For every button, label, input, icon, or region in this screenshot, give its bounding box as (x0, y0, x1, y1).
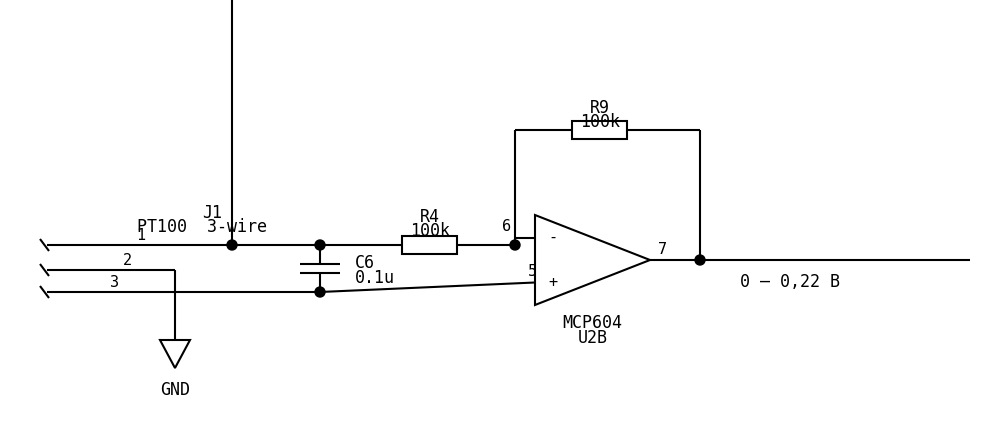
Circle shape (227, 240, 237, 250)
Circle shape (695, 255, 705, 265)
Circle shape (315, 240, 325, 250)
Text: PT100  3-wire: PT100 3-wire (137, 218, 267, 236)
Text: 0.1u: 0.1u (355, 269, 395, 286)
Text: U2B: U2B (578, 329, 608, 347)
Text: +: + (548, 275, 557, 290)
Text: 1: 1 (136, 227, 145, 242)
Text: 100k: 100k (580, 113, 620, 131)
Text: 0 – 0,22 В: 0 – 0,22 В (740, 273, 840, 291)
Text: R9: R9 (590, 99, 610, 117)
Text: -: - (548, 230, 557, 245)
Circle shape (315, 287, 325, 297)
Text: MCP604: MCP604 (563, 314, 623, 332)
Text: GND: GND (160, 381, 190, 399)
Text: 7: 7 (658, 242, 667, 257)
Text: 6: 6 (502, 219, 511, 234)
Text: 100k: 100k (410, 222, 450, 240)
Text: 3: 3 (110, 274, 119, 289)
Text: 2: 2 (123, 253, 132, 267)
Bar (402, 236, 457, 254)
Text: 5: 5 (528, 264, 537, 279)
Text: R4: R4 (420, 208, 440, 226)
Text: J1: J1 (202, 204, 222, 222)
Circle shape (510, 240, 520, 250)
Bar (573, 121, 628, 139)
Text: C6: C6 (355, 254, 375, 271)
